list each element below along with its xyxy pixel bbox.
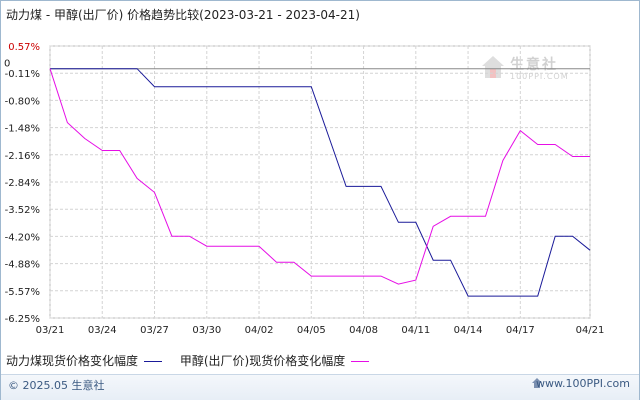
y-tick-label: -2.84%	[5, 178, 40, 189]
legend-label-methanol: 甲醇(出厂价)现货价格变化幅度	[179, 354, 346, 368]
y-tick-label: -4.88%	[5, 260, 40, 271]
x-tick-label: 03/30	[192, 325, 221, 336]
y-tick-label: -4.20%	[5, 232, 40, 243]
x-tick-label: 04/17	[506, 325, 535, 336]
x-tick-label: 04/08	[349, 325, 378, 336]
y-tick-label: -3.52%	[5, 205, 40, 216]
y-tick-label: -6.25%	[5, 314, 40, 325]
y-tick-label: -1.48%	[5, 124, 40, 135]
zero-marker-label: 0	[4, 59, 10, 70]
y-tick-label: -0.80%	[5, 96, 40, 107]
x-tick-label: 03/21	[36, 325, 65, 336]
x-tick-label: 03/27	[140, 325, 169, 336]
legend: 动力煤现货价格变化幅度 甲醇(出厂价)现货价格变化幅度	[6, 352, 383, 369]
legend-swatch-methanol	[351, 361, 370, 362]
y-tick-label: -5.57%	[5, 287, 40, 298]
y-tick-label: 0.57%	[8, 42, 40, 53]
x-tick-label: 04/14	[454, 325, 483, 336]
site-logo-icon	[532, 378, 542, 388]
footer-bar	[1, 374, 639, 400]
legend-item-methanol: 甲醇(出厂价)现货价格变化幅度	[179, 352, 370, 369]
y-tick-label: -0.11%	[5, 69, 40, 80]
legend-label-coal: 动力煤现货价格变化幅度	[6, 354, 139, 368]
y-tick-label: -2.16%	[5, 151, 40, 162]
x-tick-label: 04/11	[401, 325, 430, 336]
x-tick-label: 04/05	[297, 325, 326, 336]
legend-item-coal: 动力煤现货价格变化幅度	[6, 352, 163, 369]
chart-title: 动力煤 - 甲醇(出厂价) 价格趋势比较(2023-03-21 - 2023-0…	[6, 8, 360, 22]
x-tick-label: 04/02	[245, 325, 274, 336]
x-tick-label: 03/24	[88, 325, 117, 336]
copyright-text: © 2025.05 生意社	[8, 379, 105, 392]
series-line-methanol	[49, 68, 590, 285]
x-tick-label: 04/21	[576, 325, 605, 336]
watermark-subtext: 100PPI.COM	[510, 72, 569, 81]
legend-swatch-coal	[144, 361, 163, 362]
site-url-link[interactable]: www.100PPI.com	[536, 377, 630, 390]
series-line-coal	[50, 68, 591, 297]
